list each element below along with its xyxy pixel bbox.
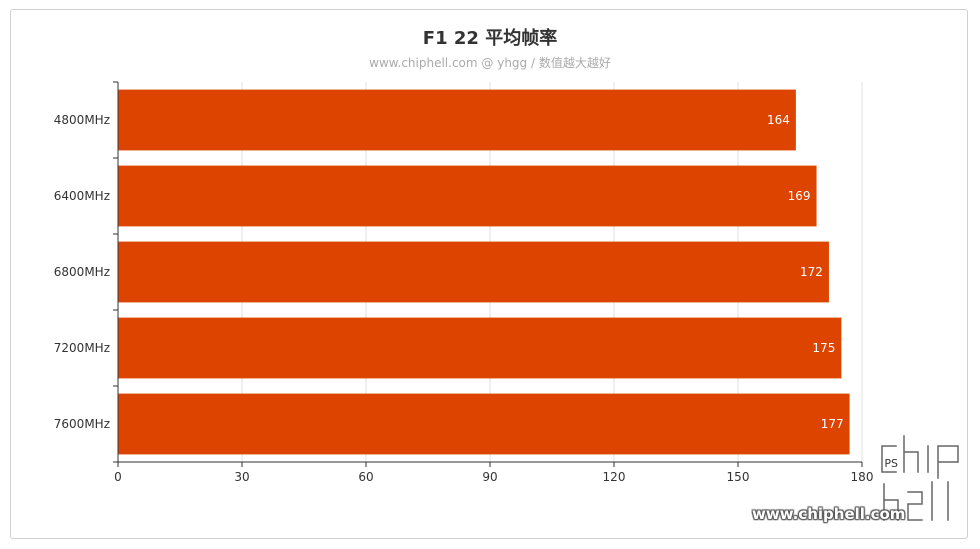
data-label: 169 [788, 189, 811, 203]
chiphell-logo-icon [878, 432, 962, 524]
x-tick-label: 30 [234, 470, 249, 484]
data-label: 175 [812, 341, 835, 355]
y-category-label: 7600MHz [54, 417, 110, 431]
watermark-text: www.chiphell.com [752, 505, 906, 523]
bar [118, 317, 842, 379]
data-label: 164 [767, 113, 790, 127]
x-tick-label: 120 [603, 470, 626, 484]
bar [118, 165, 817, 227]
axes: 0 30 60 90 120 150 180 4800MHz 6400MHz 6800MHz 720… [54, 81, 898, 484]
bar [118, 89, 796, 151]
y-category-label: 4800MHz [54, 113, 110, 127]
chart-subtitle: www.chiphell.com @ yhgg / 数值越大越好 [369, 56, 611, 70]
y-category-label: 6800MHz [54, 265, 110, 279]
y-category-label: 7200MHz [54, 341, 110, 355]
y-category-label: 6400MHz [54, 189, 110, 203]
x-tick-label: 180 [851, 470, 874, 484]
bars: 164 169 172 175 177 [118, 89, 850, 455]
x-tick-label: 150 [727, 470, 750, 484]
bar [118, 241, 829, 303]
bar [118, 393, 850, 455]
x-tick-label: 90 [482, 470, 497, 484]
chart-title: F1 22 平均帧率 [422, 28, 558, 49]
data-label: 177 [821, 417, 844, 431]
x-tick-label: 0 [114, 470, 122, 484]
x-tick-label: 60 [358, 470, 373, 484]
data-label: 172 [800, 265, 823, 279]
